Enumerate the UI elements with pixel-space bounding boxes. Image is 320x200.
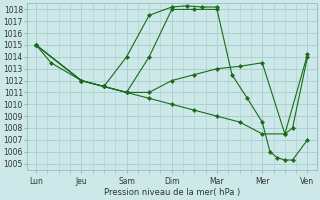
X-axis label: Pression niveau de la mer( hPa ): Pression niveau de la mer( hPa ) xyxy=(104,188,240,197)
